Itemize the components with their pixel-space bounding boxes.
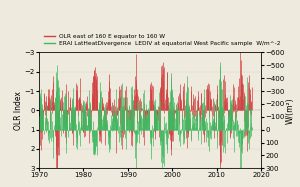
Y-axis label: W/(m²): W/(m²)	[286, 97, 295, 124]
Y-axis label: OLR Index: OLR Index	[14, 91, 23, 130]
Legend: OLR east of 160 E equator to 160 W, ERAI LatHeatDivergence  LEDIV at equatorial : OLR east of 160 E equator to 160 W, ERAI…	[42, 32, 283, 48]
